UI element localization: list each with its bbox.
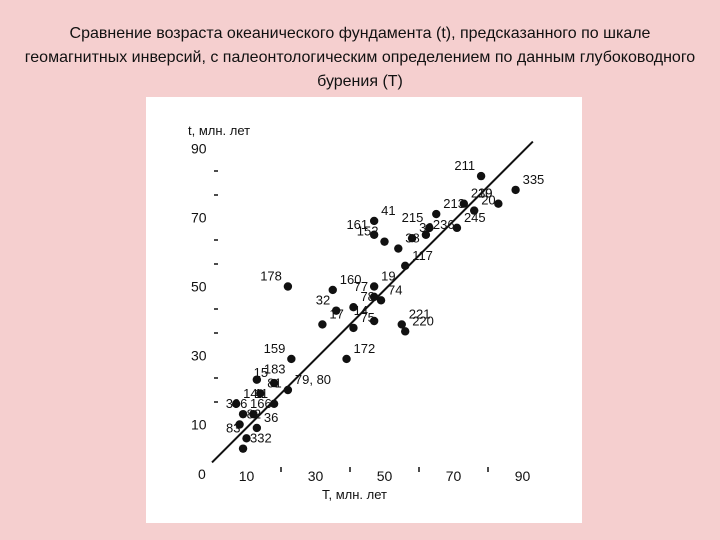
data-point [476,171,486,181]
data-point [269,378,279,388]
data-point [369,292,379,302]
point-label: 159 [264,341,286,356]
data-point [380,237,389,246]
point-label: 11 [255,386,268,401]
data-point [318,320,327,329]
point-label: 213 [443,196,465,211]
point-label: 172 [354,341,376,356]
y-axis-title: t, млн. лет [188,123,250,138]
data-point [376,296,386,305]
point-label: 32 [316,293,330,308]
data-point [432,209,441,219]
data-point [283,282,293,291]
data-point [401,327,410,336]
point-label: 38 [405,231,419,246]
x-tick-label: 30 [308,468,324,484]
y-tick-label: 30 [191,348,207,364]
point-label: 17 [329,306,343,321]
y-tick-label: 10 [191,417,207,433]
slide-title: Сравнение возраста океанического фундаме… [24,25,696,90]
data-point [328,285,337,295]
point-label: 15 [254,365,268,380]
data-point [425,223,434,233]
point-label: 161 [346,217,368,232]
data-point [235,420,244,429]
point-label: 236 [433,217,455,232]
point-label: 81 [267,375,281,390]
data-point [283,385,293,395]
point-label: 14 [354,303,368,318]
data-point [511,185,520,195]
data-point [252,423,262,433]
data-point [494,199,503,208]
data-point [369,282,379,291]
origin-label: 0 [198,466,206,482]
point-label: 39 [419,220,433,235]
data-point [349,323,358,333]
data-point [238,444,248,453]
point-label: 178 [260,269,282,284]
data-point [407,234,417,243]
point-label: 74 [388,282,402,297]
point-label: 19 [381,269,395,284]
point-label: 41 [381,203,395,218]
data-point [287,354,296,364]
point-label: 36 [264,410,278,425]
point-label: 75 [360,310,374,325]
data-point [332,306,341,315]
data-point [459,199,469,208]
point-label: 211 [454,158,475,173]
point-label: 82 [247,407,261,422]
y-tick-label: 70 [191,210,207,226]
data-point [397,320,406,329]
point-label: 332 [250,431,272,446]
data-point [231,399,241,408]
data-point [242,434,251,443]
point-label: 14 [243,386,257,401]
point-label: 215 [402,210,424,225]
point-label: 239 [471,186,493,201]
point-label: 20 [481,193,495,208]
point-label: 79, 80 [295,372,331,387]
point-label: 221 [409,306,431,321]
point-label: 166 [250,396,272,411]
point-label: 77 [354,279,368,294]
data-point [369,216,379,226]
x-tick-label: 90 [515,468,531,484]
data-point [349,303,358,312]
data-point [452,223,462,233]
data-point [252,375,262,384]
point-label: 245 [464,210,486,225]
x-axis-title: Т, млн. лет [322,487,387,502]
point-label: 78 [360,289,374,304]
plot-card: 90 70 50 30 10 10 30 50 70 90 211 335 239 10 20 213 215… [146,97,582,523]
data-point [256,389,265,398]
data-point [394,244,403,253]
x-tick-label: 10 [239,468,255,484]
point-label: 152 [357,224,379,239]
point-label: 220 [412,313,434,328]
x-tick-label: 50 [377,468,393,484]
point-label: 10 [478,186,492,201]
point-label: 117 [412,248,433,263]
data-point [249,409,258,419]
data-point [342,354,351,364]
data-point [238,409,248,419]
point-label: 83 [226,420,240,435]
data-point [470,206,479,215]
y-tick-label: 90 [191,141,207,157]
point-label: 183 [264,362,286,377]
x-tick-label: 70 [446,468,462,484]
point-label: 335 [523,172,545,187]
data-point [401,261,410,270]
trend-line [211,140,534,464]
point-label: 396 [226,396,248,411]
data-point [269,399,279,408]
data-point [369,316,379,326]
data-point [369,230,379,239]
y-tick-label: 50 [191,279,207,295]
data-point [421,230,431,239]
point-label: 160 [340,272,362,287]
